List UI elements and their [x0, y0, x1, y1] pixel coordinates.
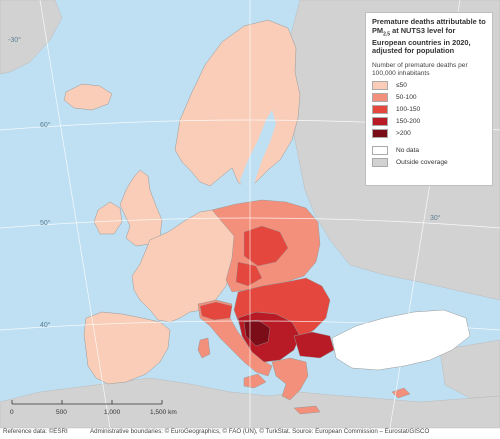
lon-label-30: 30° [430, 214, 441, 222]
legend-label: 50-100 [396, 93, 417, 101]
legend-swatch [372, 157, 388, 167]
legend: Premature deaths attributable to PM2.5 a… [365, 12, 493, 186]
legend-label: No data [396, 146, 420, 154]
great-britain [119, 169, 163, 247]
iberian-peninsula [83, 311, 171, 385]
legend-swatch [372, 104, 388, 114]
legend-swatch [372, 145, 388, 155]
legend-swatch [372, 128, 388, 138]
czech-high [235, 261, 263, 287]
reference-data-credit: Reference data: ©ESRI [3, 428, 68, 435]
legend-class-3: 100-150 [372, 104, 486, 114]
legend-swatch [372, 116, 388, 126]
scale-tick-0: 0 [10, 409, 14, 416]
legend-class-4: 150-200 [372, 116, 486, 126]
legend-title: Premature deaths attributable to PM2.5 a… [372, 17, 486, 56]
lat-label-60: 60° [40, 121, 51, 129]
scale-tick-1500: 1,500 km [150, 409, 177, 416]
legend-class-2: 50-100 [372, 92, 486, 102]
lat-label-50: 50° [40, 219, 51, 227]
cyprus [391, 387, 411, 399]
crete [293, 405, 321, 415]
scale-tick-1000: 1,000 [104, 409, 121, 416]
legend-subtitle: Number of premature deaths per 100,000 i… [372, 61, 468, 77]
legend-class-5: >200 [372, 128, 486, 138]
baltic-sea [240, 110, 276, 200]
legend-swatch [372, 92, 388, 102]
scale-tick-500: 500 [56, 409, 67, 416]
legend-label: Outside coverage [396, 158, 448, 166]
legend-swatch [372, 80, 388, 90]
scale-bar: 0 500 1,000 1,500 km [10, 400, 177, 416]
balkans-max [243, 319, 271, 347]
legend-class-1: ≤50 [372, 80, 486, 90]
ireland [93, 201, 123, 235]
legend-label: 100-150 [396, 105, 421, 113]
scandinavia [174, 19, 301, 191]
legend-label: ≤50 [396, 81, 407, 89]
middle-east-land [439, 339, 500, 399]
sicily [243, 373, 267, 389]
iceland [63, 83, 113, 111]
poland-high [243, 225, 289, 267]
lon-label-minus30: -30° [8, 36, 21, 44]
bulgaria [293, 331, 335, 359]
turkey-no-data [331, 309, 471, 371]
po-valley-high [199, 301, 233, 321]
sardinia [197, 337, 211, 359]
lat-label-40: 40° [40, 321, 51, 329]
legend-no-data: No data [372, 145, 486, 155]
admin-boundaries-credit: Administrative boundaries: © EuroGeograp… [90, 428, 430, 435]
legend-label: >200 [396, 129, 411, 137]
legend-label: 150-200 [396, 117, 421, 125]
greenland-land [0, 0, 63, 75]
greece [271, 357, 309, 401]
legend-outside-coverage: Outside coverage [372, 157, 486, 167]
